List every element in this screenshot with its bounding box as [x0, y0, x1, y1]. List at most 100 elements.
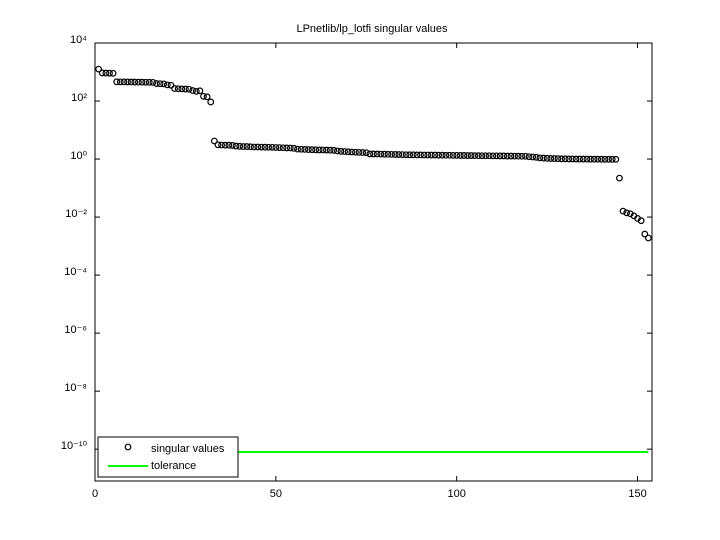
marker [250, 143, 258, 151]
marker [178, 85, 186, 93]
marker [272, 144, 280, 151]
marker [355, 148, 363, 156]
legend-swatch [124, 443, 132, 451]
marker [304, 146, 312, 153]
x-tick-label: 0 [92, 488, 98, 500]
marker [109, 69, 117, 77]
y-tick-label: 10⁻² [65, 208, 87, 220]
marker [388, 150, 395, 158]
marker [525, 153, 533, 161]
marker [239, 143, 247, 150]
marker [145, 78, 153, 86]
marker [409, 151, 417, 159]
marker [380, 150, 388, 158]
marker [550, 155, 558, 162]
marker [192, 87, 200, 95]
marker [236, 142, 244, 150]
marker [597, 155, 605, 163]
marker [478, 152, 486, 160]
marker [373, 150, 381, 158]
x-tick-label: 50 [270, 488, 282, 500]
marker [446, 151, 453, 159]
marker [399, 151, 406, 159]
marker [225, 141, 233, 149]
marker [377, 150, 385, 158]
marker [171, 85, 178, 92]
marker [413, 151, 421, 159]
marker [174, 85, 182, 93]
marker [131, 78, 139, 86]
marker [283, 144, 291, 152]
marker [456, 152, 464, 159]
marker [359, 149, 367, 156]
marker [395, 151, 403, 158]
marker [265, 143, 273, 151]
marker [247, 143, 254, 151]
y-tick-label: 10² [71, 92, 87, 104]
marker [348, 148, 356, 156]
marker [518, 152, 526, 160]
marker [601, 155, 609, 163]
marker [420, 151, 428, 159]
chart-title: LPnetlib/lp_lotfi singular values [296, 23, 448, 35]
marker [514, 152, 522, 160]
marker [254, 143, 262, 151]
marker [547, 155, 555, 162]
marker [543, 154, 551, 162]
marker [431, 151, 439, 159]
marker [196, 87, 204, 95]
y-tick-label: 10⁻⁶ [64, 324, 87, 336]
marker [427, 151, 435, 159]
marker [120, 78, 128, 86]
marker [594, 155, 602, 163]
marker [587, 155, 594, 163]
marker [438, 151, 446, 159]
marker [362, 149, 370, 157]
marker [312, 146, 320, 154]
marker [301, 146, 309, 153]
marker [474, 152, 482, 160]
marker [352, 148, 359, 156]
marker [464, 152, 471, 159]
marker [337, 147, 345, 155]
marker [626, 210, 634, 218]
marker [590, 155, 598, 163]
marker [95, 65, 103, 73]
marker [619, 207, 627, 215]
marker [435, 151, 443, 159]
marker [156, 80, 164, 88]
marker [529, 153, 537, 161]
marker [261, 143, 269, 151]
marker [493, 152, 500, 160]
marker [142, 78, 150, 86]
marker [203, 93, 211, 101]
marker [536, 154, 544, 162]
marker [612, 155, 620, 163]
marker [333, 147, 341, 155]
marker [637, 217, 645, 225]
y-tick-label: 10⁰ [70, 150, 87, 162]
marker [503, 152, 511, 160]
marker [569, 155, 576, 163]
marker [276, 144, 283, 152]
y-tick-label: 10⁻¹⁰ [61, 440, 88, 452]
marker [127, 78, 135, 86]
marker [471, 152, 479, 160]
marker [460, 152, 468, 159]
marker [500, 152, 508, 160]
marker [102, 69, 110, 77]
marker [417, 151, 424, 159]
marker [200, 92, 207, 100]
marker [326, 146, 334, 154]
marker [160, 80, 168, 88]
marker [558, 155, 565, 163]
marker [623, 209, 631, 217]
marker [163, 81, 171, 89]
marker [511, 152, 518, 160]
marker [366, 150, 374, 158]
marker [286, 144, 294, 152]
marker [467, 152, 475, 159]
marker [218, 141, 225, 149]
marker [605, 155, 612, 163]
y-tick-label: 10⁻⁸ [64, 382, 87, 394]
